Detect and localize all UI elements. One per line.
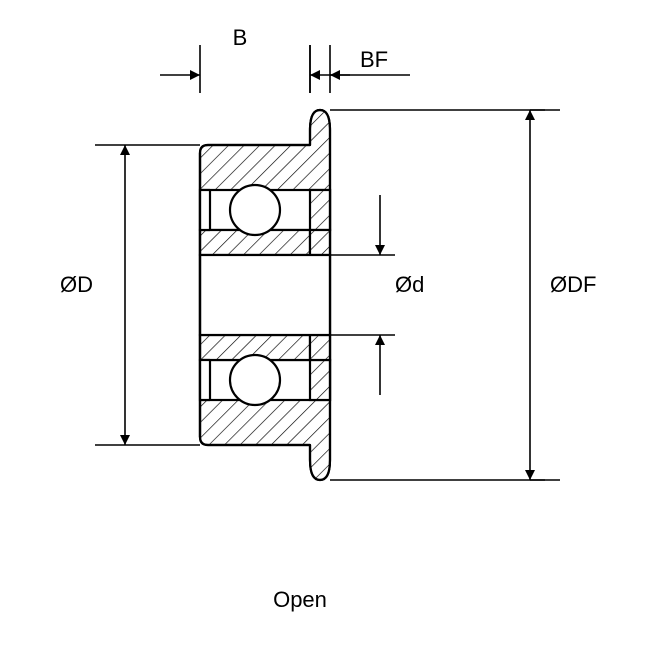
label-ODF: ØDF xyxy=(550,272,596,298)
caption: Open xyxy=(273,587,327,613)
bearing-diagram: B BF ØD Ød ØDF Open xyxy=(0,0,670,670)
label-B: B xyxy=(233,25,248,51)
label-BF: BF xyxy=(360,47,388,73)
label-Od: Ød xyxy=(395,272,424,298)
label-OD: ØD xyxy=(60,272,93,298)
diagram-svg xyxy=(0,0,670,670)
